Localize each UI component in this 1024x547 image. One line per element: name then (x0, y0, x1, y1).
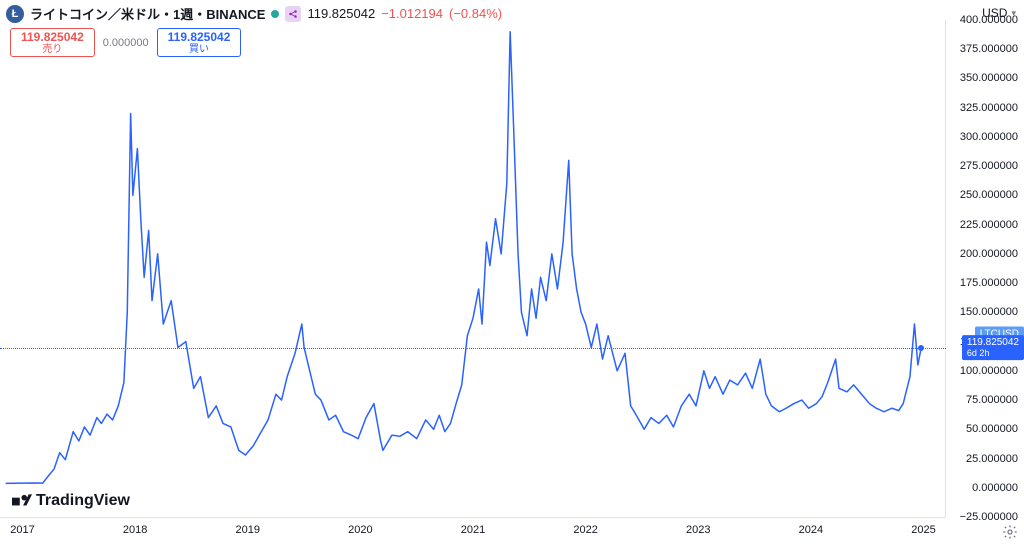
price-tag-countdown: 6d 2h (967, 348, 1019, 358)
tradingview-label: TradingView (36, 492, 130, 510)
x-tick-label: 2021 (461, 524, 485, 536)
y-tick-label: 50.000000 (966, 423, 1018, 435)
x-tick-label: 2023 (686, 524, 710, 536)
price-line (6, 32, 922, 484)
y-tick-label: 75.000000 (966, 394, 1018, 406)
price-change-pct: (−0.84%) (449, 6, 502, 21)
x-tick-label: 2018 (123, 524, 147, 536)
y-tick-label: 300.000000 (960, 131, 1018, 143)
x-tick-label: 2020 (348, 524, 372, 536)
y-tick-label: 250.000000 (960, 189, 1018, 201)
tradingview-logo[interactable]: TradingView (12, 491, 130, 511)
price-chart[interactable] (0, 20, 946, 517)
y-tick-label: −25.000000 (960, 511, 1018, 523)
x-tick-label: 2022 (573, 524, 597, 536)
y-tick-label: 400.000000 (960, 14, 1018, 26)
x-tick-label: 2025 (911, 524, 935, 536)
price-change: −1.012194 (381, 6, 443, 21)
y-tick-label: 200.000000 (960, 248, 1018, 260)
y-tick-label: 150.000000 (960, 306, 1018, 318)
x-tick-label: 2019 (236, 524, 260, 536)
current-price-line (0, 348, 946, 349)
last-price: 119.825042 (307, 6, 375, 21)
price-tag-value: 119.825042 (967, 337, 1019, 348)
y-tick-label: 325.000000 (960, 102, 1018, 114)
y-tick-label: 25.000000 (966, 453, 1018, 465)
market-status-icon (271, 10, 279, 18)
y-axis[interactable]: −25.0000000.00000025.00000050.00000075.0… (946, 20, 1024, 517)
x-axis[interactable]: 2017 2018 2019 2020 2021 2022 2023 2024 2025 (0, 517, 946, 547)
y-tick-label: 100.000000 (960, 365, 1018, 377)
settings-gear-icon[interactable] (1002, 524, 1018, 540)
y-tick-label: 375.000000 (960, 43, 1018, 55)
price-tag: 119.825042 6d 2h (962, 335, 1024, 361)
y-tick-label: 350.000000 (960, 72, 1018, 84)
y-tick-label: 175.000000 (960, 277, 1018, 289)
x-tick-label: 2017 (10, 524, 34, 536)
y-tick-label: 0.000000 (972, 482, 1018, 494)
x-tick-label: 2024 (799, 524, 823, 536)
y-tick-label: 225.000000 (960, 219, 1018, 231)
y-tick-label: 275.000000 (960, 160, 1018, 172)
